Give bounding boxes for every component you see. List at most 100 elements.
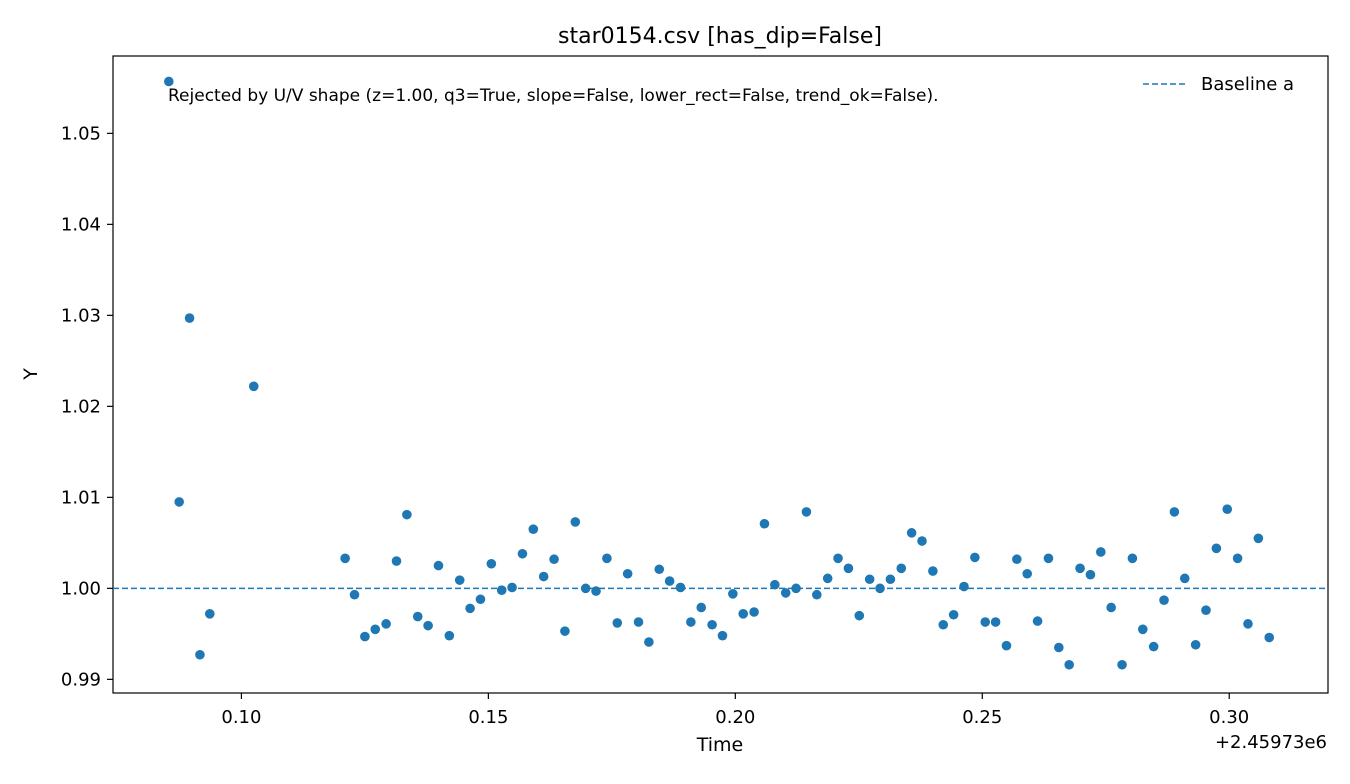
data-point <box>686 617 696 627</box>
data-point <box>349 589 360 600</box>
data-point <box>507 582 517 593</box>
data-point <box>864 574 875 585</box>
data-point <box>528 524 539 534</box>
data-point <box>184 313 195 323</box>
data-point <box>549 554 559 565</box>
data-point <box>738 609 749 619</box>
data-point <box>1201 605 1211 615</box>
data-point <box>538 571 549 582</box>
data-point <box>1117 659 1127 670</box>
y-axis-label: Y <box>20 368 42 381</box>
data-point <box>370 624 381 635</box>
data-point <box>1106 602 1116 613</box>
data-point <box>454 575 465 585</box>
data-point <box>402 509 412 520</box>
data-point <box>801 507 812 517</box>
data-point <box>1253 533 1264 544</box>
data-point <box>854 610 865 621</box>
data-point <box>980 617 991 627</box>
data-point <box>1137 624 1148 635</box>
x-axis-label: Time <box>696 734 744 756</box>
y-tick-label: 0.99 <box>61 669 101 690</box>
data-point <box>1169 507 1180 517</box>
data-point <box>486 558 497 569</box>
data-point <box>1190 639 1201 650</box>
data-point <box>948 609 959 620</box>
data-point <box>360 631 370 642</box>
data-point <box>833 553 843 564</box>
y-tick-label: 1.00 <box>61 578 101 599</box>
data-point <box>728 589 738 599</box>
data-point <box>174 497 184 507</box>
data-point <box>391 556 402 566</box>
data-point <box>1001 640 1012 651</box>
data-point <box>1064 659 1074 670</box>
y-tick-label: 1.01 <box>61 487 101 508</box>
axes-frame <box>112 55 1329 694</box>
data-point <box>205 609 215 619</box>
data-point <box>622 568 633 579</box>
data-point <box>381 619 391 629</box>
x-tick-label: 0.15 <box>468 707 508 728</box>
data-point <box>843 563 854 574</box>
data-point <box>612 618 623 628</box>
data-point <box>444 630 455 641</box>
plot-area <box>112 55 1329 694</box>
data-point <box>896 563 907 574</box>
x-axis-ticks: 0.10 0.15 0.20 0.25 0.30 <box>221 693 1249 728</box>
y-tick-label: 1.05 <box>61 123 101 144</box>
y-tick-label: 1.02 <box>61 396 101 417</box>
data-point <box>938 619 949 630</box>
data-point <box>770 579 780 590</box>
data-point <box>570 517 581 527</box>
data-point <box>1075 563 1085 574</box>
legend: Baseline a <box>1143 74 1294 95</box>
data-point <box>1243 619 1253 629</box>
data-point <box>885 574 896 585</box>
data-point <box>1096 547 1106 557</box>
data-point <box>780 588 791 598</box>
data-point <box>696 602 707 613</box>
data-point <box>1211 543 1222 554</box>
data-point <box>602 553 612 564</box>
data-point <box>959 581 969 592</box>
data-points <box>164 76 1275 670</box>
x-tick-label: 0.25 <box>962 707 1002 728</box>
y-tick-label: 1.03 <box>61 305 101 326</box>
data-point <box>749 607 759 617</box>
data-point <box>517 548 528 559</box>
x-tick-label: 0.10 <box>221 707 261 728</box>
data-point <box>654 564 665 575</box>
data-point <box>195 649 205 660</box>
rejection-annotation: Rejected by U/V shape (z=1.00, q3=True, … <box>168 86 939 106</box>
data-point <box>433 560 444 571</box>
data-point <box>580 583 591 594</box>
data-point <box>664 576 675 586</box>
data-point <box>1264 632 1275 643</box>
data-point <box>759 518 770 529</box>
data-point <box>822 573 833 584</box>
data-point <box>875 583 885 594</box>
data-point <box>644 637 654 647</box>
chart-title: star0154.csv [has_dip=False] <box>558 24 882 49</box>
data-point <box>560 626 570 636</box>
data-point <box>812 589 822 600</box>
data-point <box>1127 553 1138 564</box>
data-point <box>475 594 486 605</box>
data-point <box>791 583 801 594</box>
data-point <box>1222 504 1233 514</box>
data-point <box>928 566 938 576</box>
data-point <box>906 528 917 538</box>
data-point <box>164 76 174 87</box>
data-point <box>1179 573 1190 584</box>
x-tick-label: 0.30 <box>1209 707 1249 728</box>
data-point <box>248 381 259 392</box>
data-point <box>917 536 927 546</box>
data-point <box>1232 553 1243 564</box>
data-point <box>423 620 433 631</box>
data-point <box>1148 641 1159 652</box>
data-point <box>1032 616 1043 626</box>
data-point <box>717 630 728 641</box>
